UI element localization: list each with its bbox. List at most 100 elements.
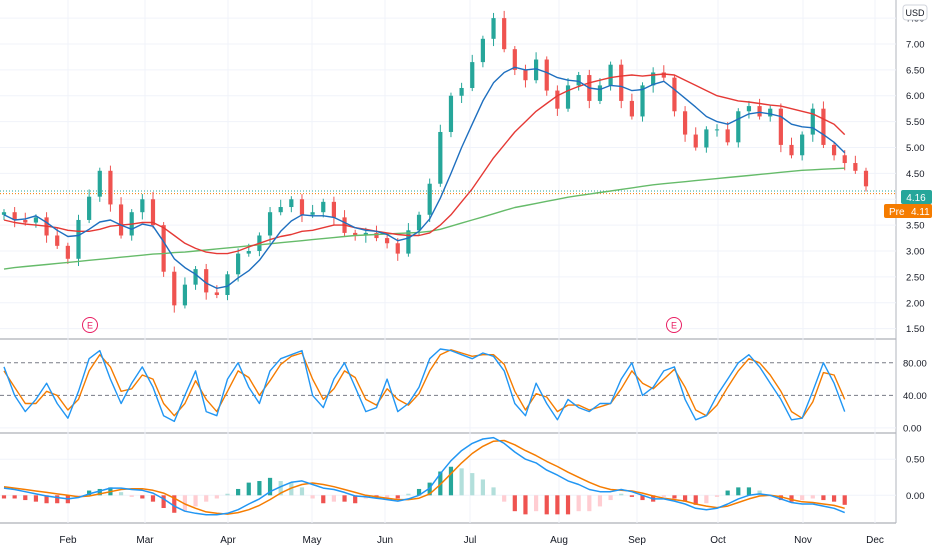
macd-histogram-bar bbox=[34, 495, 38, 501]
x-tick-label: Aug bbox=[550, 535, 568, 546]
candle-body bbox=[481, 39, 485, 62]
candle-body bbox=[66, 246, 70, 259]
candle-body bbox=[172, 272, 176, 306]
macd-histogram-bar bbox=[342, 495, 346, 501]
candle-body bbox=[162, 225, 166, 272]
macd-histogram-bar bbox=[491, 487, 495, 495]
candle-body bbox=[428, 184, 432, 215]
candle-body bbox=[502, 18, 506, 49]
macd-histogram-bar bbox=[800, 495, 804, 500]
candle-body bbox=[672, 78, 676, 112]
candle[interactable] bbox=[619, 60, 623, 109]
price-tick-label: 3.00 bbox=[906, 247, 925, 258]
earnings-marker-feb-label: E bbox=[87, 321, 93, 331]
candle-body bbox=[193, 269, 197, 285]
macd-histogram-bar bbox=[247, 483, 251, 496]
macd-histogram-bar bbox=[193, 495, 197, 506]
macd-histogram-bar bbox=[513, 495, 517, 511]
macd-histogram-bar bbox=[151, 495, 155, 501]
candle[interactable] bbox=[76, 215, 80, 266]
candle[interactable] bbox=[438, 125, 442, 187]
macd-tick-label: 0.00 bbox=[906, 491, 925, 502]
candle-body bbox=[119, 204, 123, 235]
candle-body bbox=[757, 106, 761, 116]
macd-histogram-bar bbox=[502, 495, 506, 501]
macd-histogram-bar bbox=[843, 495, 847, 505]
price-tick-label: 4.50 bbox=[906, 169, 925, 180]
candle-body bbox=[789, 145, 793, 155]
price-tick-label: 2.50 bbox=[906, 272, 925, 283]
candle-body bbox=[853, 163, 857, 171]
price-tick-label: 7.00 bbox=[906, 39, 925, 50]
candle-body bbox=[747, 106, 751, 111]
candle-body bbox=[821, 109, 825, 145]
x-tick-label: Apr bbox=[220, 535, 236, 546]
x-tick-label: Nov bbox=[794, 535, 812, 546]
macd-histogram-bar bbox=[23, 495, 27, 500]
macd-histogram-bar bbox=[119, 492, 123, 495]
candle-body bbox=[215, 292, 219, 295]
price-tick-label: 5.50 bbox=[906, 117, 925, 128]
candle-body bbox=[108, 171, 112, 205]
last-price-value: 4.16 bbox=[906, 193, 926, 204]
candle-body bbox=[151, 199, 155, 225]
price-tick-label: 6.50 bbox=[906, 65, 925, 76]
candle-body bbox=[332, 202, 336, 218]
candle-body bbox=[598, 85, 602, 101]
candle-body bbox=[204, 269, 208, 292]
candle-body bbox=[396, 243, 400, 253]
candle[interactable] bbox=[672, 75, 676, 117]
macd-histogram-bar bbox=[236, 489, 240, 495]
pre-market-label: Pre bbox=[889, 207, 905, 218]
macd-histogram-bar bbox=[672, 495, 676, 498]
candle-body bbox=[768, 109, 772, 117]
macd-histogram-bar bbox=[832, 495, 836, 501]
macd-histogram-bar bbox=[55, 495, 59, 503]
macd-histogram-bar bbox=[598, 495, 602, 506]
candle-body bbox=[694, 135, 698, 148]
candle-body bbox=[577, 75, 581, 85]
macd-histogram-bar bbox=[300, 487, 304, 495]
macd-histogram-bar bbox=[619, 494, 623, 496]
candle[interactable] bbox=[449, 93, 453, 138]
candle-body bbox=[279, 207, 283, 212]
macd-histogram-bar bbox=[470, 473, 474, 495]
candle-body bbox=[140, 199, 144, 212]
x-tick-label: Sep bbox=[628, 535, 646, 546]
candle[interactable] bbox=[779, 104, 783, 153]
candle-body bbox=[566, 85, 570, 108]
macd-histogram-bar bbox=[736, 487, 740, 495]
macd-histogram-bar bbox=[662, 495, 666, 497]
x-tick-label: May bbox=[303, 535, 322, 546]
candle-body bbox=[183, 285, 187, 306]
macd-histogram-bar bbox=[130, 495, 134, 497]
macd-histogram-bar bbox=[523, 495, 527, 514]
candle[interactable] bbox=[736, 108, 740, 147]
macd-histogram-bar bbox=[449, 467, 453, 496]
price-tick-label: 2.00 bbox=[906, 298, 925, 309]
candle-body bbox=[811, 109, 815, 135]
price-tick-label: 5.00 bbox=[906, 143, 925, 154]
macd-histogram-bar bbox=[726, 491, 730, 496]
macd-histogram-bar bbox=[257, 481, 261, 495]
candle[interactable] bbox=[545, 56, 549, 95]
macd-histogram-bar bbox=[534, 495, 538, 511]
price-tick-label: 3.50 bbox=[906, 221, 925, 232]
candle[interactable] bbox=[162, 222, 166, 277]
macd-histogram-bar bbox=[555, 495, 559, 514]
candle-body bbox=[449, 96, 453, 132]
macd-histogram-bar bbox=[162, 495, 166, 508]
candle-body bbox=[523, 70, 527, 80]
stoch-tick-label: 0.00 bbox=[903, 423, 922, 434]
x-tick-label: Mar bbox=[136, 535, 154, 546]
candle-body bbox=[23, 220, 27, 223]
macd-histogram-bar bbox=[2, 495, 6, 498]
x-tick-label: Jun bbox=[377, 535, 393, 546]
macd-histogram-bar bbox=[215, 495, 219, 498]
candle-body bbox=[438, 132, 442, 184]
macd-histogram-bar bbox=[332, 495, 336, 501]
candle-body bbox=[268, 212, 272, 235]
